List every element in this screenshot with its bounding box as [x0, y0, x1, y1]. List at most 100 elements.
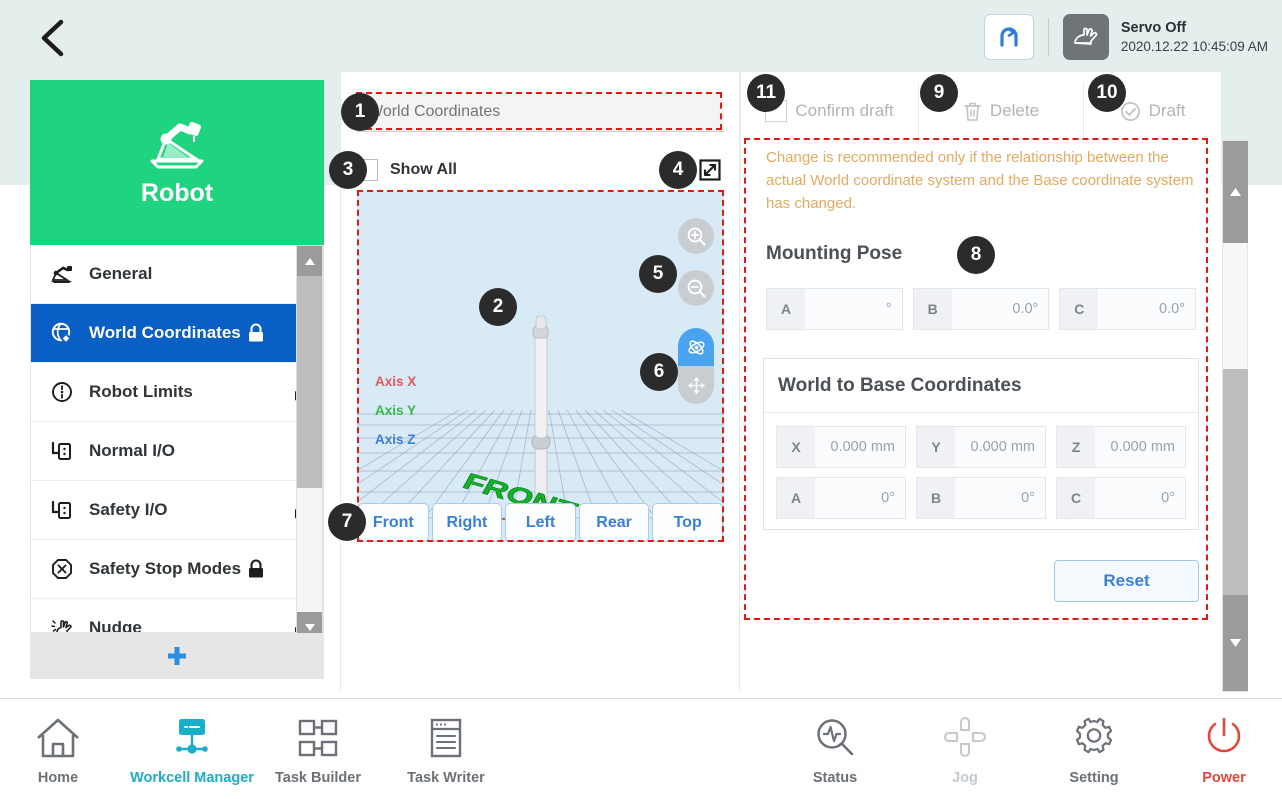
field-value: 0.000 mm [815, 427, 905, 467]
sidebar-item-normal-io[interactable]: Normal I/O [31, 422, 323, 481]
triangle-down-icon [304, 623, 315, 631]
timestamp-label: 2020.12.22 10:45:09 AM [1120, 38, 1268, 54]
world-to-base-fields: X 0.000 mm Y 0.000 mm Z 0.000 mm A 0° [764, 413, 1198, 532]
annotation-bullet-11: 11 [747, 74, 785, 112]
sidebar-item-label: World Coordinates [89, 323, 241, 342]
right-scroll-thumb[interactable] [1223, 369, 1248, 595]
mounting-pose-field-c[interactable]: C 0.0° [1059, 288, 1197, 330]
status-search-icon [817, 719, 854, 756]
io-port-icon [47, 499, 77, 521]
nav-item-task-writer[interactable]: Task Writer [390, 711, 502, 791]
zoom-in-icon [687, 227, 706, 246]
field-value: 0° [815, 478, 905, 518]
field-key: Y [917, 427, 955, 467]
sidebar-item-robot-limits[interactable]: Robot Limits [31, 363, 323, 422]
mounting-pose-fields: A ° B 0.0° C 0.0° [766, 288, 1197, 330]
jog-dpad-icon [943, 716, 987, 758]
hand-nudge-icon [47, 617, 77, 632]
pan-mode-button[interactable] [678, 366, 714, 404]
field-value: 0.000 mm [1095, 427, 1185, 467]
nav-label: Power [1202, 770, 1246, 786]
reset-button[interactable]: Reset [1054, 560, 1199, 602]
view-button-rear[interactable]: Rear [578, 503, 650, 542]
nav-label: Setting [1069, 770, 1119, 786]
nav-label: Task Writer [407, 770, 485, 786]
warning-text: Change is recommended only if the relati… [766, 149, 1194, 212]
wtb-field-x[interactable]: X 0.000 mm [776, 426, 906, 468]
view-button-top[interactable]: Top [652, 503, 723, 542]
sidebar-item-nudge[interactable]: Nudge [31, 599, 323, 632]
viewport-mode-toggle[interactable] [678, 328, 714, 404]
sidebar-item-safety-io[interactable]: Safety I/O [31, 481, 323, 540]
sidebar-item-general[interactable]: General [31, 245, 323, 304]
sidebar-scroll-up-button[interactable] [297, 246, 322, 276]
right-scroll-down-button[interactable] [1223, 595, 1248, 691]
axis-x-label: Axis X [375, 374, 417, 389]
servo-status-label: Servo Off [1120, 19, 1187, 36]
back-button[interactable] [28, 14, 76, 62]
nav-item-task-builder[interactable]: Task Builder [262, 711, 374, 791]
zoom-out-button[interactable] [678, 270, 714, 306]
plus-icon [168, 647, 186, 665]
nav-label: Task Builder [275, 770, 361, 786]
nav-item-setting[interactable]: Setting [1038, 711, 1150, 791]
right-panel-scrollbar[interactable] [1222, 140, 1248, 692]
view-button-left[interactable]: Left [505, 503, 576, 542]
zoom-in-button[interactable] [678, 218, 714, 254]
tab-label: Draft [1148, 101, 1186, 120]
view-button-right[interactable]: Right [431, 503, 503, 542]
nav-item-jog[interactable]: Jog [909, 711, 1021, 791]
wtb-field-b[interactable]: B 0° [916, 477, 1046, 519]
rotate-mode-button[interactable] [678, 328, 714, 366]
sidebar-scroll-thumb[interactable] [297, 276, 322, 488]
wtb-field-z[interactable]: Z 0.000 mm [1056, 426, 1186, 468]
mounting-pose-field-a[interactable]: A ° [766, 288, 903, 330]
nav-item-status[interactable]: Status [779, 711, 891, 791]
field-key: X [777, 427, 815, 467]
wtb-field-a[interactable]: A 0° [776, 477, 906, 519]
nav-item-power[interactable]: Power [1168, 711, 1280, 791]
expand-viewport-button[interactable] [696, 156, 724, 184]
status-cluster: Servo Off 2020.12.22 10:45:09 AM [983, 8, 1268, 66]
annotation-bullet-3: 3 [329, 151, 367, 189]
annotation-bullet-1: 1 [341, 93, 379, 131]
field-key: A [767, 289, 805, 329]
hand-servo-icon [1074, 27, 1098, 45]
right-panel-tabbar: Confirm draft Delete Draft [741, 82, 1221, 140]
wtb-field-c[interactable]: C 0° [1056, 477, 1186, 519]
axis-z-label: Axis Z [375, 432, 416, 447]
tab-label: Delete [989, 101, 1040, 120]
task-builder-icon [298, 719, 338, 757]
device-card-robot[interactable]: Robot [30, 80, 324, 245]
robot-reset-button[interactable] [983, 14, 1034, 60]
sidebar-scrollbar[interactable] [296, 245, 323, 643]
triangle-up-icon [304, 257, 315, 265]
annotation-bullet-9: 9 [920, 74, 958, 112]
bottom-navigation: Home Workcell Manager Task Bui [0, 698, 1282, 799]
sidebar-item-safety-stop-modes[interactable]: Safety Stop Modes [31, 540, 323, 599]
field-key: Z [1057, 427, 1095, 467]
axis-y-label: Axis Y [375, 403, 417, 418]
nav-item-home[interactable]: Home [2, 711, 114, 791]
task-writer-icon [430, 718, 462, 758]
field-key: A [777, 478, 815, 518]
coordinate-name-input[interactable] [356, 92, 724, 132]
power-icon [1207, 717, 1241, 753]
chevron-left-icon [41, 19, 64, 57]
robot-arm-icon [150, 121, 204, 169]
sidebar-item-world-coordinates[interactable]: World Coordinates [31, 304, 323, 363]
annotation-bullet-2: 2 [479, 288, 517, 326]
nav-item-workcell-manager[interactable]: Workcell Manager [128, 711, 256, 791]
tab-draft[interactable]: Draft [1084, 82, 1221, 140]
add-item-button[interactable] [30, 633, 324, 679]
right-scroll-up-button[interactable] [1223, 141, 1248, 243]
rotate-orbit-icon [687, 339, 705, 355]
mounting-pose-field-b[interactable]: B 0.0° [912, 288, 1050, 330]
view-button-front[interactable]: Front [358, 503, 429, 542]
servo-text-block: Servo Off 2020.12.22 10:45:09 AM [1121, 19, 1268, 56]
field-value: 0.0° [951, 289, 1049, 329]
pan-move-icon [687, 376, 705, 394]
annotation-bullet-7: 7 [328, 503, 366, 541]
mounting-pose-title: Mounting Pose [766, 243, 903, 264]
wtb-field-y[interactable]: Y 0.000 mm [916, 426, 1046, 468]
